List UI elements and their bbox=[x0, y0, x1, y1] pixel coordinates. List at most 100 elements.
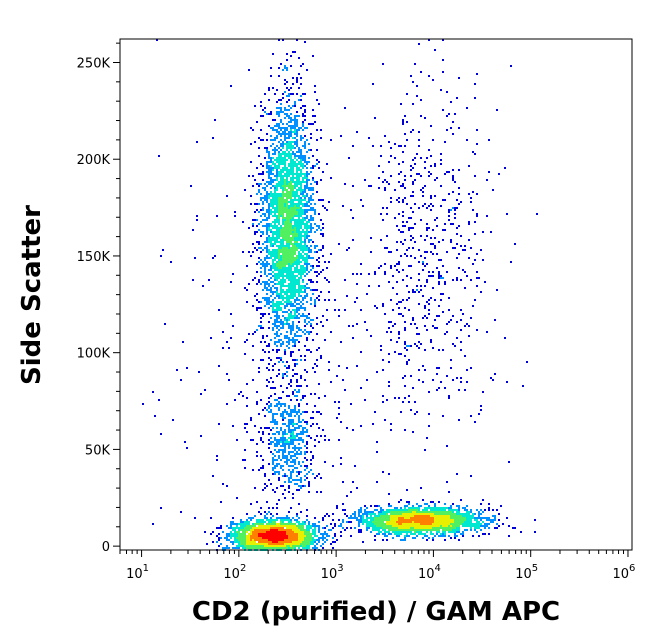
data-point bbox=[396, 529, 398, 531]
data-point bbox=[440, 275, 442, 277]
data-point bbox=[446, 375, 448, 377]
data-point bbox=[294, 225, 296, 227]
data-point bbox=[294, 143, 296, 145]
data-point bbox=[438, 513, 440, 515]
data-point bbox=[304, 173, 306, 175]
data-point bbox=[402, 513, 404, 515]
data-point bbox=[486, 523, 488, 525]
data-point bbox=[258, 543, 260, 545]
data-point bbox=[320, 357, 322, 359]
data-point bbox=[356, 297, 358, 299]
data-point bbox=[260, 533, 262, 535]
data-point bbox=[268, 363, 270, 365]
data-point bbox=[296, 241, 298, 243]
data-point bbox=[248, 537, 250, 539]
data-point bbox=[444, 283, 446, 285]
data-point bbox=[306, 441, 308, 443]
data-point bbox=[270, 255, 272, 257]
data-point bbox=[322, 547, 324, 549]
data-point bbox=[388, 515, 390, 517]
data-point bbox=[300, 431, 302, 433]
data-point bbox=[274, 119, 276, 121]
data-point bbox=[380, 511, 382, 513]
data-point bbox=[320, 137, 322, 139]
data-point bbox=[246, 547, 248, 549]
data-point bbox=[422, 317, 424, 319]
data-point bbox=[278, 369, 280, 371]
data-point bbox=[264, 213, 266, 215]
data-point bbox=[256, 329, 258, 331]
data-point bbox=[266, 201, 268, 203]
data-point bbox=[256, 529, 258, 531]
data-point bbox=[268, 175, 270, 177]
data-point bbox=[310, 187, 312, 189]
data-point bbox=[308, 231, 310, 233]
data-point bbox=[316, 317, 318, 319]
data-point bbox=[468, 521, 470, 523]
data-point bbox=[274, 193, 276, 195]
data-point bbox=[292, 317, 294, 319]
data-point bbox=[368, 273, 370, 275]
data-point bbox=[266, 231, 268, 233]
data-point bbox=[506, 381, 508, 383]
data-point bbox=[306, 263, 308, 265]
data-point bbox=[226, 195, 228, 197]
data-point bbox=[456, 527, 458, 529]
data-point bbox=[278, 339, 280, 341]
data-point bbox=[284, 137, 286, 139]
data-point bbox=[436, 515, 438, 517]
data-point bbox=[230, 533, 232, 535]
data-point bbox=[268, 479, 270, 481]
data-point bbox=[278, 153, 280, 155]
data-point bbox=[290, 193, 292, 195]
data-point bbox=[304, 539, 306, 541]
data-point bbox=[286, 291, 288, 293]
data-point bbox=[280, 215, 282, 217]
data-point bbox=[300, 209, 302, 211]
data-point bbox=[316, 543, 318, 545]
data-point bbox=[476, 129, 478, 131]
data-point bbox=[290, 303, 292, 305]
data-point bbox=[282, 455, 284, 457]
data-point bbox=[250, 547, 252, 549]
data-point bbox=[300, 479, 302, 481]
data-point bbox=[298, 461, 300, 463]
data-point bbox=[452, 133, 454, 135]
data-point bbox=[312, 199, 314, 201]
data-point bbox=[472, 535, 474, 537]
data-point bbox=[290, 305, 292, 307]
data-point bbox=[298, 261, 300, 263]
data-point bbox=[420, 189, 422, 191]
data-point bbox=[438, 387, 440, 389]
data-point bbox=[284, 473, 286, 475]
data-point bbox=[430, 513, 432, 515]
data-point bbox=[334, 309, 336, 311]
data-point bbox=[296, 439, 298, 441]
data-point bbox=[306, 533, 308, 535]
data-point bbox=[406, 535, 408, 537]
data-point bbox=[294, 287, 296, 289]
data-point bbox=[286, 523, 288, 525]
data-point bbox=[296, 359, 298, 361]
data-point bbox=[278, 183, 280, 185]
data-point bbox=[290, 521, 292, 523]
data-point bbox=[230, 313, 232, 315]
data-point bbox=[398, 535, 400, 537]
data-point bbox=[396, 535, 398, 537]
data-point bbox=[248, 517, 250, 519]
data-point bbox=[304, 421, 306, 423]
data-point bbox=[438, 349, 440, 351]
data-point bbox=[296, 539, 298, 541]
data-point bbox=[476, 519, 478, 521]
data-point bbox=[450, 127, 452, 129]
data-point bbox=[258, 189, 260, 191]
data-point bbox=[270, 295, 272, 297]
data-point bbox=[280, 333, 282, 335]
data-point bbox=[508, 525, 510, 527]
data-point bbox=[488, 527, 490, 529]
data-point bbox=[304, 345, 306, 347]
data-point bbox=[286, 519, 288, 521]
data-point bbox=[266, 247, 268, 249]
data-point bbox=[306, 69, 308, 71]
data-point bbox=[288, 99, 290, 101]
